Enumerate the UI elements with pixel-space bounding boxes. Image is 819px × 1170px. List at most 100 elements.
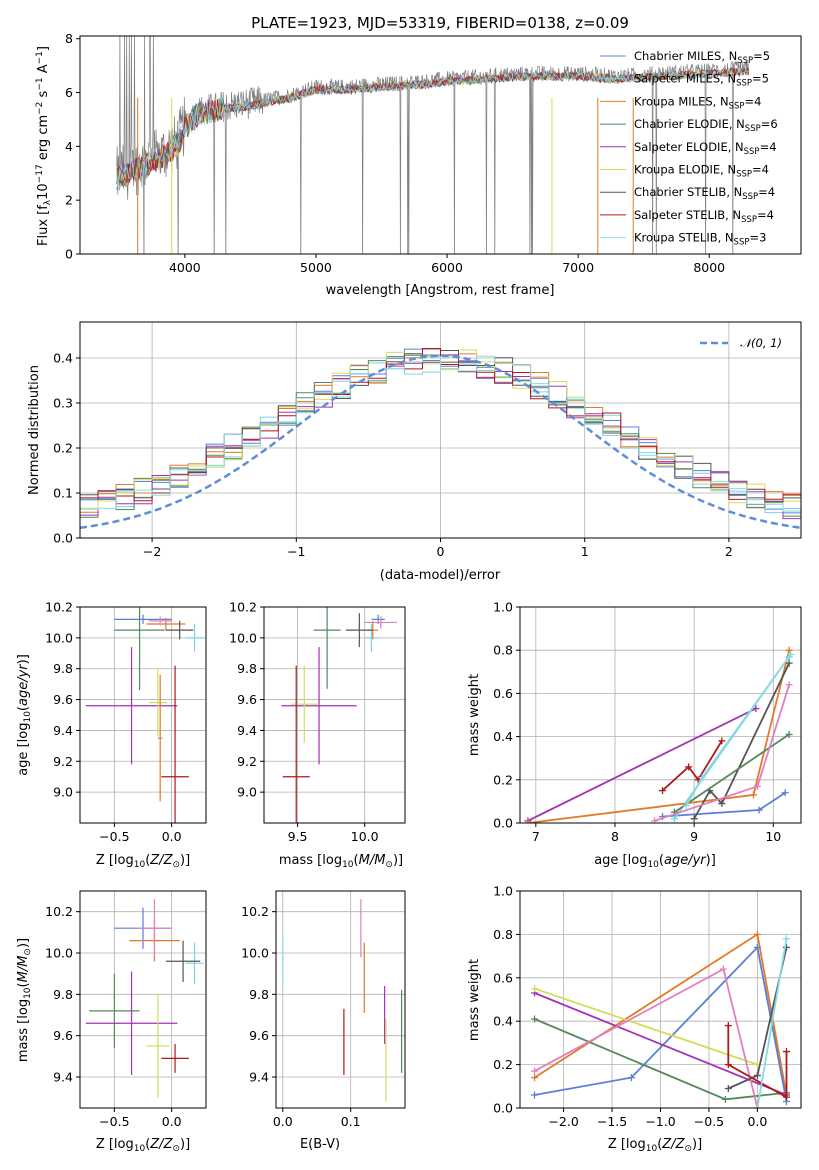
model-spectrum	[116, 66, 749, 188]
x-tick-label: 9.5	[288, 829, 308, 844]
weight-marker	[752, 705, 760, 713]
y-tick-label: 6	[65, 85, 73, 100]
weight-marker	[719, 965, 727, 973]
mass-vs-Z-panel: −0.5 0.0 9.4 9.6 9.8 10.0 10.2	[45, 890, 207, 1129]
weight-marker	[753, 1104, 761, 1108]
wZ-ylabel: mass weight	[467, 959, 482, 1041]
legend-label-base: Kroupa ELODIE, N	[634, 163, 736, 177]
y-tick-label: 0	[65, 247, 73, 262]
y-tick-label: 8	[65, 31, 73, 46]
histogram-series	[80, 348, 801, 530]
legend-label-sub: SSP	[742, 192, 758, 202]
weight-marker	[724, 1061, 732, 1069]
y-tick-label: 9.0	[53, 785, 73, 800]
histogram-step	[80, 355, 801, 512]
weight-marker	[782, 1093, 790, 1101]
y-tick-label: 0.2	[493, 772, 513, 787]
weight-marker	[690, 815, 698, 823]
x-tick-label: 0.1	[341, 1114, 361, 1129]
x-tick-label: −0.5	[99, 829, 129, 844]
y-tick-label: 0.2	[493, 1057, 513, 1072]
ageZ-ylabel: age [log10(age/yr)]	[16, 654, 33, 776]
mass-vs-ebv-panel: 0.0 0.1 9.4 9.6 9.8 10.0 10.2	[241, 890, 406, 1129]
wZ-xlabel: Z [log10(Z/Z⊙)]	[608, 1137, 702, 1154]
y-tick-label: 0.4	[493, 729, 513, 744]
legend-label-tail: =4	[752, 163, 769, 177]
weight-marker	[524, 819, 532, 823]
ageZ-xlabel: Z [log10(Z/Z⊙)]	[96, 853, 190, 870]
residuals-xlabel: (data-model)/error	[380, 568, 501, 583]
weight-line	[727, 1025, 788, 1099]
y-tick-label: 0.8	[493, 927, 513, 942]
legend-label-sub: SSP	[736, 170, 752, 180]
legend-label: Chabrier MILES, NSSP=5	[634, 49, 770, 66]
y-tick-label: 9.4	[53, 1070, 73, 1085]
weight-marker	[718, 737, 726, 745]
legend-label-base: Salpeter ELODIE, N	[634, 140, 744, 154]
weight-line	[534, 987, 758, 1066]
weight-vs-Z-panel: −2.0 −1.5 −1.0 −0.5 0.0 0.0 0.2 0.4 0.6 0.8 1.0	[493, 884, 802, 1129]
x-tick-label: −0.5	[694, 1114, 724, 1129]
legend-label-base: Chabrier MILES, N	[634, 49, 737, 63]
legend-label-base: Salpeter MILES, N	[634, 72, 736, 86]
legend-label-tail: =5	[752, 72, 769, 86]
wAge-ylabel: mass weight	[467, 674, 482, 756]
model-spectrum	[116, 66, 749, 188]
residuals-panel: −2 −1 0 1 2 0.0 0.1 0.2 0.3 0.4	[53, 321, 802, 559]
x-tick-label: 0.0	[747, 1114, 767, 1129]
y-tick-label: 10.2	[45, 904, 73, 919]
y-tick-label: 0.4	[53, 351, 73, 366]
legend-label-tail: =4	[758, 185, 775, 199]
x-tick-label: 8000	[693, 260, 725, 275]
axes-frame	[519, 890, 802, 1109]
weight-marker	[755, 806, 763, 814]
weight-marker	[531, 985, 539, 993]
x-tick-label: 1	[581, 544, 589, 559]
y-tick-label: 0.0	[53, 531, 73, 546]
weight-marker	[785, 659, 793, 667]
x-tick-label: 0.0	[162, 829, 182, 844]
y-tick-label: 9.6	[53, 1028, 73, 1043]
y-tick-label: 0.0	[493, 816, 513, 831]
model-spectrum	[116, 67, 749, 189]
x-tick-label: 9	[690, 829, 698, 844]
y-tick-label: 10.0	[241, 946, 269, 961]
legend-label-sub: SSP	[745, 124, 761, 134]
weight-marker	[658, 787, 666, 795]
spectrum-ylabel: Flux [fλ10−17 erg cm−2 s−1 A−1]	[35, 46, 53, 246]
normal-legend-label: 𝒩(0, 1)	[740, 336, 782, 350]
x-tick-label: 6000	[431, 260, 463, 275]
y-tick-label: 9.8	[249, 987, 269, 1002]
weight-marker	[785, 681, 793, 689]
x-tick-label: −1.0	[645, 1114, 675, 1129]
axes-frame	[79, 35, 802, 255]
ageM-xlabel: mass [log10(M/M⊙)]	[279, 853, 403, 870]
y-tick-label: 9.8	[53, 661, 73, 676]
y-tick-label: 9.4	[237, 723, 257, 738]
weight-marker	[627, 1074, 635, 1082]
legend-label: Kroupa MILES, NSSP=4	[634, 94, 761, 111]
weight-line	[527, 707, 757, 822]
weight-marker	[753, 943, 761, 951]
y-tick-label: 9.4	[53, 723, 73, 738]
age-vs-mass-panel: 9.5 10.0 9.0 9.2 9.4 9.6 9.8 10.0 10.2	[229, 600, 406, 844]
x-tick-label: 10	[765, 829, 781, 844]
weight-marker	[531, 1091, 539, 1099]
y-tick-label: 9.0	[237, 785, 257, 800]
legend-label: Chabrier STELIB, NSSP=4	[634, 185, 775, 202]
spectrum-xlabel: wavelength [Angstrom, rest frame]	[326, 283, 555, 298]
massE-xlabel: E(B-V)	[300, 1137, 340, 1152]
x-tick-label: −1.5	[597, 1114, 627, 1129]
y-tick-label: 9.8	[237, 661, 257, 676]
weight-marker	[785, 730, 793, 738]
x-tick-label: −1	[287, 544, 305, 559]
normal-curve	[80, 354, 801, 530]
weight-marker	[787, 651, 795, 659]
x-tick-label: 0	[437, 544, 445, 559]
weight-marker	[531, 1074, 539, 1082]
y-tick-label: 10.0	[45, 630, 73, 645]
errorbar-series	[282, 899, 403, 1102]
figure-title: PLATE=1923, MJD=53319, FIBERID=0138, z=0…	[251, 14, 629, 32]
weight-series	[531, 930, 790, 1108]
axes-frame	[263, 606, 406, 824]
